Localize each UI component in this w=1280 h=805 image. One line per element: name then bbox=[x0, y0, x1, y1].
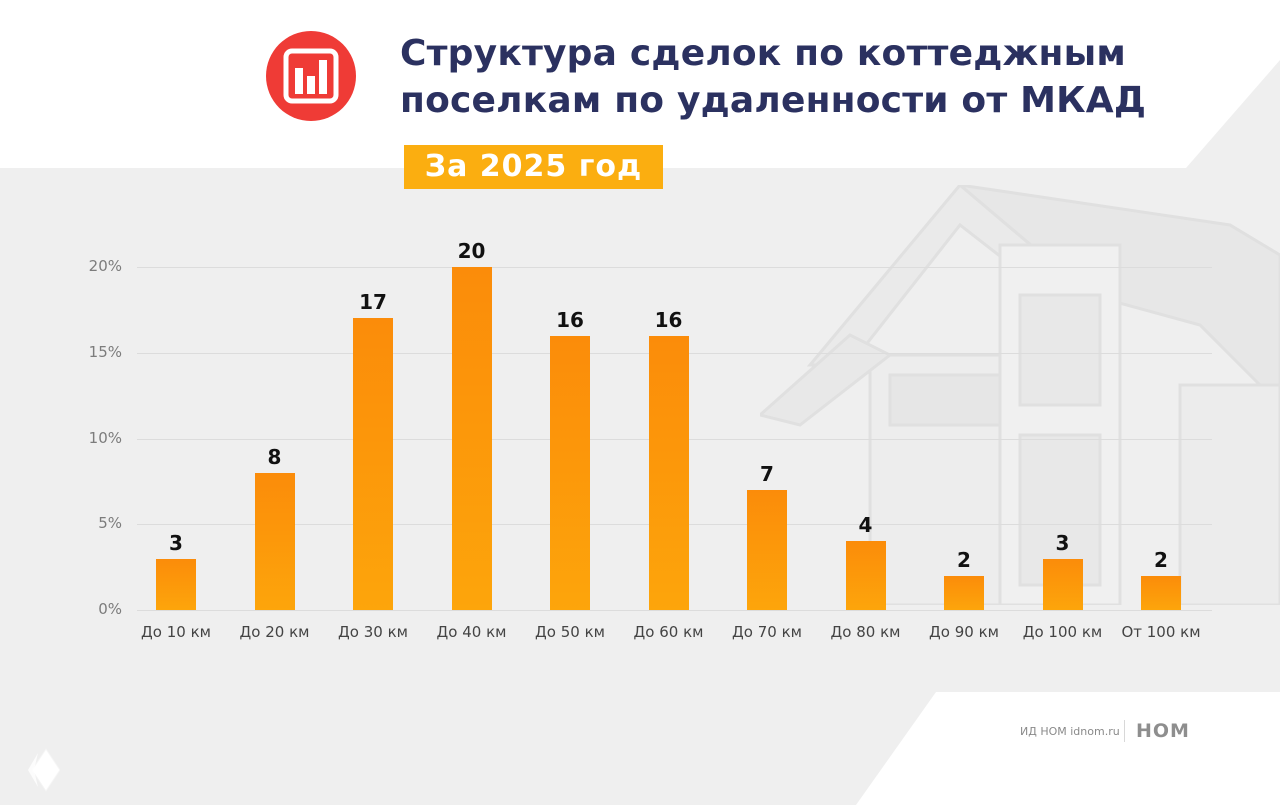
x-category-label: От 100 км bbox=[1121, 623, 1201, 641]
bar bbox=[451, 267, 492, 610]
bar-value-label: 3 bbox=[1055, 530, 1070, 555]
chart-logo-badge bbox=[266, 31, 356, 121]
bar-value-label: 16 bbox=[556, 307, 584, 332]
source-credit: ИД НОМ idnom.ru bbox=[1020, 725, 1120, 738]
footer-divider bbox=[1124, 720, 1125, 742]
y-tick-label: 0% bbox=[98, 600, 122, 618]
x-category-label: До 50 км bbox=[535, 623, 605, 641]
title-line-2: поселкам по удаленности от МКАД bbox=[400, 80, 1147, 121]
bar-value-label: 17 bbox=[359, 290, 387, 315]
x-category-label: До 70 км bbox=[732, 623, 802, 641]
brand-logo: НОМ bbox=[1136, 720, 1190, 742]
y-tick-label: 5% bbox=[98, 514, 122, 533]
bar bbox=[1141, 575, 1181, 610]
bar-value-label: 4 bbox=[858, 513, 873, 538]
x-category-label: До 20 км bbox=[239, 623, 310, 641]
gridline bbox=[137, 267, 1212, 268]
bar-chart-icon bbox=[283, 48, 339, 104]
bar bbox=[156, 558, 196, 610]
bar bbox=[353, 318, 393, 610]
bar bbox=[254, 472, 295, 610]
bar-value-label: 7 bbox=[760, 461, 774, 486]
bar bbox=[747, 489, 787, 610]
bar-value-label: 2 bbox=[957, 547, 971, 572]
x-category-label: До 60 км bbox=[633, 623, 704, 641]
x-category-label: До 30 км bbox=[338, 623, 408, 641]
footer-panel bbox=[856, 692, 1280, 805]
y-tick-label: 10% bbox=[88, 428, 122, 447]
header-panel bbox=[0, 0, 1280, 168]
bar bbox=[550, 335, 590, 610]
bar bbox=[648, 335, 689, 610]
page-title: Структура сделок по коттеджным поселкам … bbox=[400, 30, 1200, 124]
bar bbox=[1042, 558, 1083, 610]
bar-value-label: 3 bbox=[169, 530, 183, 555]
title-line-1: Структура сделок по коттеджным bbox=[400, 33, 1126, 74]
x-category-label: До 40 км bbox=[436, 623, 507, 641]
y-tick-label: 20% bbox=[88, 257, 122, 275]
x-category-label: До 80 км bbox=[830, 623, 901, 641]
x-category-label: До 90 км bbox=[929, 623, 999, 641]
bar bbox=[845, 541, 886, 610]
bar bbox=[944, 575, 984, 610]
x-category-label: До 10 км bbox=[141, 623, 211, 641]
bar-value-label: 8 bbox=[267, 444, 282, 469]
gridline bbox=[137, 610, 1212, 611]
y-tick-label: 15% bbox=[88, 342, 122, 361]
diamond-logo-icon bbox=[28, 748, 60, 792]
period-badge: За 2025 год bbox=[404, 145, 663, 189]
bar-value-label: 20 bbox=[457, 239, 486, 263]
bar-value-label: 2 bbox=[1154, 547, 1168, 572]
x-category-label: До 100 км bbox=[1022, 623, 1103, 641]
bar-value-label: 16 bbox=[654, 307, 683, 332]
